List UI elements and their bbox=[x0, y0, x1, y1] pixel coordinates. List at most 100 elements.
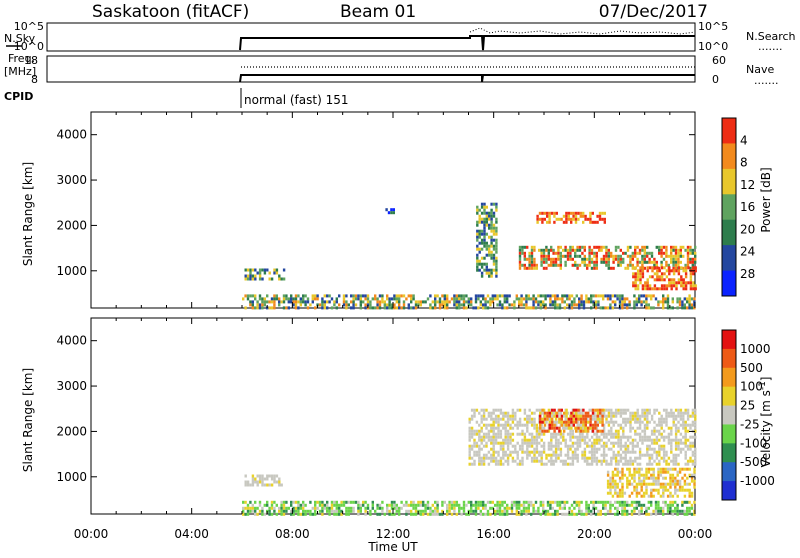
p2-cell bbox=[470, 503, 473, 507]
p2-colorbar-tick-label: -500 bbox=[740, 455, 767, 469]
p2-cell bbox=[492, 456, 495, 460]
p1-cell bbox=[263, 297, 266, 301]
p2-cell bbox=[652, 470, 655, 474]
p2-cell bbox=[672, 453, 675, 457]
p2-cell bbox=[499, 441, 503, 445]
p1-cell bbox=[395, 306, 398, 310]
p1-cell bbox=[603, 217, 606, 221]
p2-cell bbox=[693, 473, 696, 477]
p2-cell bbox=[587, 503, 590, 507]
p1-colorbar-tick-label: 28 bbox=[740, 267, 755, 281]
p2-cell bbox=[559, 441, 563, 445]
p2-cell bbox=[465, 512, 468, 516]
p2-cell bbox=[559, 429, 563, 433]
p2-cell bbox=[533, 450, 536, 454]
p2-cell bbox=[378, 512, 382, 516]
p1-cell bbox=[501, 306, 504, 310]
p2-cell bbox=[689, 423, 692, 427]
p1-cell bbox=[478, 250, 481, 254]
p1-cell bbox=[270, 306, 274, 310]
p2-cell bbox=[642, 473, 646, 477]
freq-panel: Freq. [MHz] 18 8 60 0 Nave ....... bbox=[4, 52, 778, 87]
p1-cell bbox=[314, 306, 317, 310]
p1-cell bbox=[537, 300, 540, 304]
p1-cell bbox=[438, 303, 442, 307]
p2-cell bbox=[679, 417, 683, 421]
p2-cell bbox=[674, 491, 677, 495]
p1-cell bbox=[550, 257, 553, 261]
p1-colorbar-tick-label: 16 bbox=[740, 200, 755, 214]
p1-cell bbox=[578, 263, 582, 267]
p2-cell bbox=[693, 512, 696, 516]
p1-cell bbox=[490, 226, 493, 230]
p1-cell bbox=[378, 306, 382, 310]
p2-cell bbox=[350, 509, 353, 513]
p2-cell bbox=[436, 509, 439, 513]
p1-cell bbox=[638, 260, 642, 264]
p2-cell bbox=[582, 417, 585, 421]
p2-cell bbox=[487, 423, 491, 427]
p1-cell bbox=[491, 297, 494, 301]
p2-cell bbox=[628, 473, 631, 477]
p1-cell bbox=[552, 257, 555, 261]
p1-cell bbox=[691, 260, 694, 264]
p1-cell bbox=[465, 306, 468, 310]
p2-cell bbox=[638, 420, 642, 424]
p1-cell bbox=[671, 306, 674, 310]
p2-cell bbox=[650, 488, 653, 492]
p2-cell bbox=[540, 426, 543, 430]
p1-cell bbox=[648, 260, 651, 264]
p2-cell bbox=[595, 420, 599, 424]
p2-cell bbox=[494, 503, 497, 507]
p1-cell bbox=[549, 294, 552, 298]
p1-cell bbox=[424, 300, 427, 304]
p2-cell bbox=[532, 506, 535, 510]
p2-cell bbox=[638, 500, 641, 504]
p2-cell bbox=[499, 411, 503, 415]
p2-cell bbox=[434, 506, 437, 510]
p2-cell bbox=[462, 509, 466, 513]
p1-cell bbox=[612, 260, 615, 264]
p1-cell bbox=[476, 220, 479, 224]
p1-cell bbox=[537, 303, 540, 307]
p1-cell bbox=[554, 257, 558, 261]
p2-cell bbox=[621, 512, 624, 516]
p1-cell bbox=[598, 245, 601, 249]
p2-cell bbox=[629, 420, 632, 424]
p1-cell bbox=[662, 303, 665, 307]
p2-cell bbox=[514, 447, 517, 451]
p1-cell bbox=[392, 211, 395, 215]
p2-cell bbox=[635, 491, 639, 495]
p2-cell bbox=[647, 470, 651, 474]
p2-cell bbox=[598, 447, 601, 451]
p1-cell bbox=[580, 294, 583, 298]
p1-cell bbox=[476, 205, 479, 209]
nsearch-tick-top: 10^5 bbox=[698, 20, 728, 33]
p2-cell bbox=[467, 512, 470, 516]
p2-cell bbox=[576, 420, 579, 424]
p2-cell bbox=[614, 408, 618, 412]
p1-cell bbox=[684, 287, 688, 291]
p2-cell bbox=[604, 500, 607, 504]
p2-cell bbox=[441, 503, 444, 507]
p2-cell bbox=[640, 506, 643, 510]
p2-cell bbox=[338, 506, 341, 510]
p2-cell bbox=[547, 447, 551, 451]
p2-cell bbox=[527, 509, 530, 513]
p1-cell bbox=[680, 281, 683, 285]
p2-cell bbox=[482, 423, 486, 427]
p1-cell bbox=[395, 300, 398, 304]
p2-cell bbox=[572, 423, 575, 427]
p2-cell bbox=[551, 420, 554, 424]
p2-cell bbox=[691, 420, 695, 424]
p2-cell bbox=[412, 500, 415, 504]
p1-cell bbox=[663, 287, 666, 291]
p1-cell bbox=[636, 284, 640, 288]
p1-cell bbox=[636, 287, 640, 291]
p1-cell bbox=[677, 266, 681, 270]
p1-cell bbox=[482, 294, 485, 298]
p2-cell bbox=[614, 485, 617, 489]
p2-cell bbox=[556, 503, 559, 507]
p2-cell bbox=[648, 462, 651, 466]
p2-cell bbox=[662, 485, 665, 489]
